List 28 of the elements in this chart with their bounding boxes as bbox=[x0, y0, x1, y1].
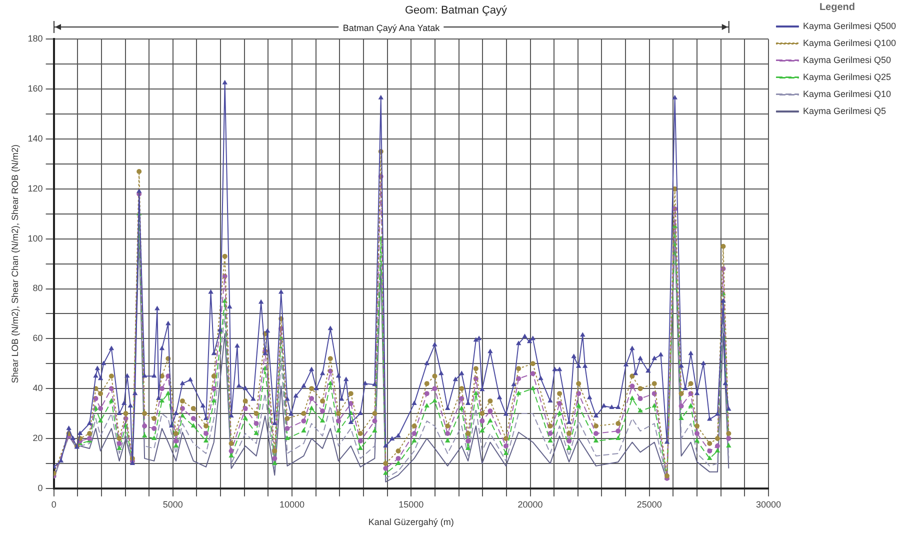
x-tick-label: 15000 bbox=[398, 499, 424, 510]
x-axis-title: Kanal Güzergahý (m) bbox=[368, 517, 454, 528]
y-tick-label: 80 bbox=[32, 283, 43, 294]
y-tick-label: 180 bbox=[28, 34, 43, 44]
legend-label: Kayma Gerilmesi Q100 bbox=[802, 38, 896, 48]
y-tick-label: 0 bbox=[38, 482, 43, 493]
legend-label: Kayma Gerilmesi Q10 bbox=[802, 88, 891, 99]
y-tick-label: 60 bbox=[32, 333, 43, 344]
x-tick-label: 5000 bbox=[162, 499, 183, 510]
legend-label: Kayma Gerilmesi Q25 bbox=[802, 72, 891, 82]
y-tick-label: 20 bbox=[32, 432, 43, 443]
legend-label: Kayma Gerilmesi Q50 bbox=[802, 54, 891, 65]
y-tick-label: 100 bbox=[28, 233, 43, 244]
y-tick-label: 160 bbox=[28, 84, 43, 94]
x-tick-label: 20000 bbox=[518, 499, 543, 510]
y-axis-title: Shear LOB (N/m2), Shear Chan (N/m2), Shear ROB (N/m2) bbox=[10, 144, 20, 384]
chart-title: Geom: Batman Çayý bbox=[404, 4, 508, 17]
y-tick-label: 40 bbox=[32, 383, 43, 394]
y-tick-label: 140 bbox=[28, 134, 43, 144]
legend-title: Legend bbox=[819, 2, 856, 13]
x-tick-label: 0 bbox=[51, 499, 56, 510]
text: Batman Çayý Ana Yatak bbox=[338, 23, 444, 34]
legend-label: Kayma Gerilmesi Q500 bbox=[802, 20, 896, 31]
y-tick-label: 120 bbox=[28, 183, 43, 194]
x-tick-label: 30000 bbox=[756, 499, 781, 510]
legend-label: Kayma Gerilmesi Q5 bbox=[802, 106, 886, 116]
x-tick-label: 25000 bbox=[636, 499, 662, 510]
x-tick-label: 10000 bbox=[280, 499, 305, 510]
